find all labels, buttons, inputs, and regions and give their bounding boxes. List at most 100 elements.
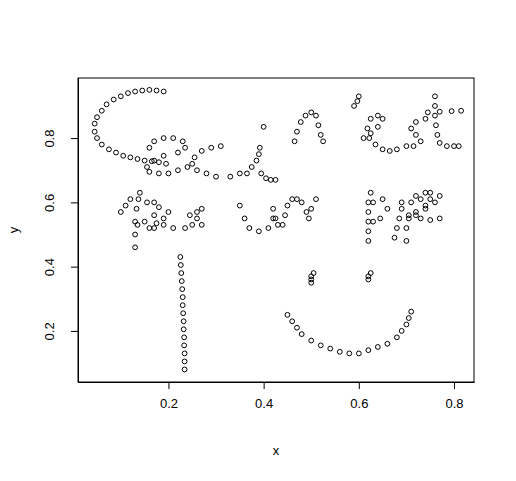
point [237, 171, 242, 176]
point [180, 139, 185, 144]
point [136, 197, 141, 202]
point [237, 203, 242, 208]
point [285, 312, 290, 317]
point [185, 165, 190, 170]
point [423, 203, 428, 208]
point [152, 158, 157, 163]
point [303, 113, 308, 118]
point [104, 102, 109, 107]
point [306, 216, 311, 221]
point [385, 341, 390, 346]
point [404, 322, 409, 327]
x-tick-label: 0.8 [445, 396, 463, 411]
point [437, 194, 442, 199]
point [137, 190, 142, 195]
point [387, 149, 392, 154]
point [180, 295, 185, 300]
y-tick-mark [71, 138, 78, 139]
point [394, 226, 399, 231]
y-tick-mark [71, 331, 78, 332]
point [245, 171, 250, 176]
point [228, 174, 233, 179]
point [361, 136, 366, 141]
point [437, 216, 442, 221]
point [161, 89, 166, 94]
point [392, 235, 397, 240]
point [373, 142, 378, 147]
point [99, 108, 104, 113]
point [449, 109, 454, 114]
point [314, 197, 319, 202]
point [114, 150, 119, 155]
point [171, 226, 176, 231]
point [204, 171, 209, 176]
point [368, 271, 373, 276]
point [128, 197, 133, 202]
point [404, 226, 409, 231]
point [433, 104, 438, 109]
point [304, 210, 309, 215]
point [314, 113, 319, 118]
point [152, 139, 157, 144]
x-tick-mark [454, 382, 455, 389]
point [256, 229, 261, 234]
point [337, 349, 342, 354]
point [309, 206, 314, 211]
point [142, 158, 147, 163]
y-tick-label: 0.4 [42, 258, 57, 276]
point [406, 316, 411, 321]
point [276, 222, 281, 227]
point [195, 216, 200, 221]
point [399, 200, 404, 205]
point [409, 309, 414, 314]
point [378, 216, 383, 221]
point [414, 132, 419, 137]
point [182, 367, 187, 372]
point [154, 88, 159, 93]
point [118, 94, 123, 99]
point [290, 319, 295, 324]
point [435, 132, 440, 137]
point [437, 141, 442, 146]
x-tick: 0.2 [160, 382, 178, 411]
point [242, 216, 247, 221]
point [271, 206, 276, 211]
point [199, 149, 204, 154]
point [181, 319, 186, 324]
y-tick: 0.6 [42, 194, 78, 212]
point [152, 200, 157, 205]
point [179, 279, 184, 284]
point [190, 161, 195, 166]
point [152, 213, 157, 218]
point [397, 216, 402, 221]
point [133, 89, 138, 94]
plot-frame [78, 78, 474, 382]
point [456, 144, 461, 149]
y-tick: 0.4 [42, 258, 78, 276]
point [176, 150, 181, 155]
point [182, 343, 187, 348]
point [404, 239, 409, 244]
point [142, 219, 147, 224]
point [433, 200, 438, 205]
point [99, 142, 104, 147]
point [285, 203, 290, 208]
point [428, 190, 433, 195]
point [154, 221, 159, 226]
point [147, 145, 152, 150]
point [356, 351, 361, 356]
point [161, 136, 166, 141]
point [145, 165, 150, 170]
point [166, 210, 171, 215]
point [214, 174, 219, 179]
point [134, 206, 139, 211]
x-tick-mark [168, 382, 169, 389]
point [157, 171, 162, 176]
point [95, 115, 100, 120]
point [356, 94, 361, 99]
point [199, 206, 204, 211]
point [368, 131, 373, 136]
point [423, 116, 428, 121]
point [352, 104, 357, 109]
point [452, 144, 457, 149]
